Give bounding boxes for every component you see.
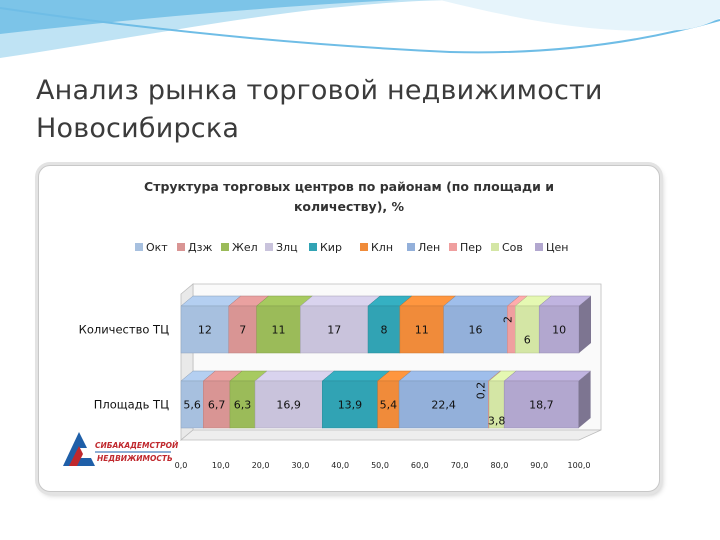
data-label-1-Пер: 0,2 [475, 382, 488, 400]
data-label-0-Сов: 6 [524, 334, 531, 347]
x-tick-label-2: 20,0 [252, 461, 270, 470]
bar-0-Клн [399, 305, 444, 354]
category-label-0: Количество ТЦ [79, 323, 169, 337]
legend-swatch-Пер [449, 243, 457, 251]
legend-label-Дзж: Дзж [188, 241, 212, 254]
bar-0-Лен [443, 305, 508, 354]
bar-top-0-Злц [299, 295, 381, 307]
data-label-0-Злц: 17 [327, 324, 341, 337]
bar-top-1-Злц [254, 370, 335, 382]
data-label-0-Лен: 16 [469, 324, 483, 337]
legend-swatch-Кир [309, 243, 317, 251]
data-label-1-Дзж: 6,7 [208, 399, 226, 412]
legend-label-Сов: Сов [502, 241, 523, 254]
data-label-0-Дзж: 7 [239, 324, 246, 337]
data-label-1-Сов: 3,8 [488, 415, 506, 428]
legend-label-Окт: Окт [146, 241, 168, 254]
legend-swatch-Клн [360, 243, 368, 251]
bar-1-Жел [229, 380, 256, 429]
bar-1-Лен [398, 380, 489, 429]
bar-0-Дзж [228, 305, 257, 354]
bar-0-Жел [256, 305, 301, 354]
x-tick-label-10: 100,0 [568, 461, 591, 470]
stacked-bar-chart: Структура торговых центров по районам (п… [63, 179, 602, 470]
bar-top-1-Лен [398, 370, 501, 382]
slide-title: Анализ рынка торговой недвижимости Новос… [36, 75, 603, 144]
data-label-1-Окт: 5,6 [183, 399, 201, 412]
company-logo: СИБАКАДЕМСТРОЙ НЕДВИЖИМОСТЬ [63, 432, 179, 466]
data-label-1-Жел: 6,3 [234, 399, 252, 412]
logo-line-1: СИБАКАДЕМСТРОЙ [95, 441, 179, 450]
x-tick-label-7: 70,0 [451, 461, 469, 470]
legend-label-Пер: Пер [460, 241, 482, 254]
legend-label-Лен: Лен [418, 241, 440, 254]
data-label-1-Клн: 5,4 [380, 399, 398, 412]
chart-title-line-1: Структура торговых центров по районам (п… [144, 179, 554, 194]
x-tick-label-8: 80,0 [490, 461, 508, 470]
background-swoosh [0, 0, 720, 58]
bar-side-0 [579, 296, 591, 353]
logo-mark [63, 432, 95, 466]
data-label-0-Цен: 10 [552, 324, 566, 337]
data-label-0-Жел: 11 [272, 324, 286, 337]
bar-1-Цен [503, 380, 579, 429]
legend-swatch-Сов [491, 243, 499, 251]
x-tick-label-5: 50,0 [371, 461, 389, 470]
data-label-0-Пер: 2 [501, 316, 514, 323]
x-tick-label-0: 0,0 [175, 461, 188, 470]
legend-swatch-Дзж [177, 243, 185, 251]
bar-1-Дзж [203, 380, 231, 429]
chart-floor [179, 429, 602, 441]
bar-side-1 [578, 371, 591, 428]
x-tick-label-4: 40,0 [331, 461, 349, 470]
bar-0-Злц [300, 305, 369, 354]
legend-swatch-Жел [221, 243, 229, 251]
legend-swatch-Лен [407, 243, 415, 251]
legend-label-Кир: Кир [320, 241, 342, 254]
bar-1-Злц [254, 380, 323, 429]
legend-swatch-Цен [535, 243, 543, 251]
x-tick-label-3: 30,0 [291, 461, 309, 470]
logo-mark-accent [69, 446, 83, 466]
legend-label-Клн: Клн [371, 241, 393, 254]
x-tick-label-9: 90,0 [530, 461, 548, 470]
bar-0-Пер [507, 305, 516, 354]
bar-top-1-Цен [503, 370, 592, 382]
data-label-1-Лен: 22,4 [431, 399, 456, 412]
legend-label-Злц: Злц [276, 241, 298, 254]
bar-1-Кир [322, 380, 378, 429]
data-label-0-Окт: 12 [198, 324, 212, 337]
bar-0-Окт [180, 305, 230, 354]
logo-line-2: НЕДВИЖИМОСТЬ [97, 454, 173, 463]
x-tick-label-1: 10,0 [212, 461, 230, 470]
bar-0-Кир [367, 305, 401, 354]
bar-top-0-Лен [442, 295, 521, 307]
data-label-1-Злц: 16,9 [276, 399, 301, 412]
category-label-1: Площадь ТЦ [94, 398, 169, 412]
legend-swatch-Злц [265, 243, 273, 251]
data-label-1-Кир: 13,9 [338, 399, 363, 412]
bar-0-Цен [538, 305, 580, 354]
chart-title-line-2: количеству), % [294, 199, 405, 214]
legend-swatch-Окт [135, 243, 143, 251]
x-tick-label-6: 60,0 [411, 461, 429, 470]
data-label-1-Цен: 18,7 [529, 399, 554, 412]
chart-frame: Структура торговых центров по районам (п… [38, 165, 660, 492]
data-label-0-Клн: 11 [415, 324, 429, 337]
data-label-0-Кир: 8 [380, 324, 387, 337]
legend-label-Цен: Цен [546, 241, 569, 254]
legend-label-Жел: Жел [232, 241, 258, 254]
